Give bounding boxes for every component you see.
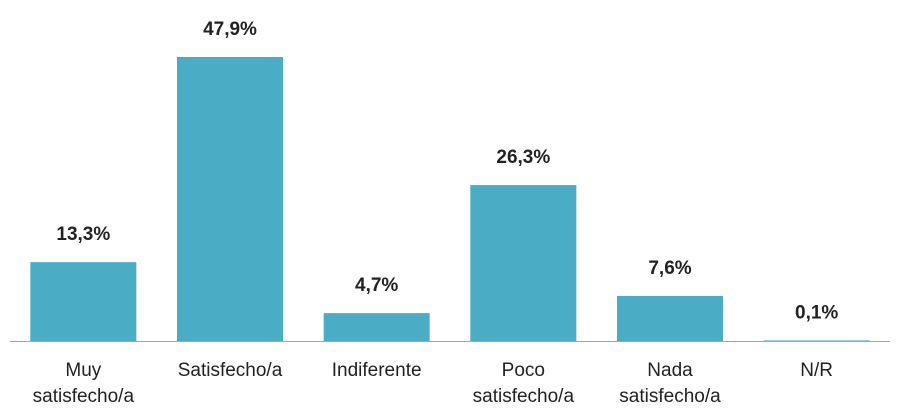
- data-label: 13,3%: [56, 224, 110, 245]
- bar: [30, 262, 137, 341]
- x-tick-label: Muy satisfecho/a: [32, 360, 135, 407]
- x-tick-label: Nada satisfecho/a: [619, 360, 721, 407]
- bar: [763, 340, 870, 341]
- bar: [617, 295, 723, 341]
- x-tick-label: Satisfecho/a: [177, 360, 283, 381]
- data-label: 7,6%: [648, 258, 691, 279]
- bar: [323, 313, 430, 341]
- data-label: 0,1%: [795, 302, 838, 323]
- bar: [177, 57, 283, 341]
- data-label: 47,9%: [203, 19, 257, 40]
- x-tick-label: N/R: [800, 360, 834, 381]
- x-tick-label: Indiferente: [331, 360, 422, 381]
- bar: [470, 185, 577, 341]
- x-tick-label: Poco satisfecho/a: [472, 360, 575, 407]
- data-label: 26,3%: [496, 147, 550, 168]
- data-label: 4,7%: [355, 275, 398, 296]
